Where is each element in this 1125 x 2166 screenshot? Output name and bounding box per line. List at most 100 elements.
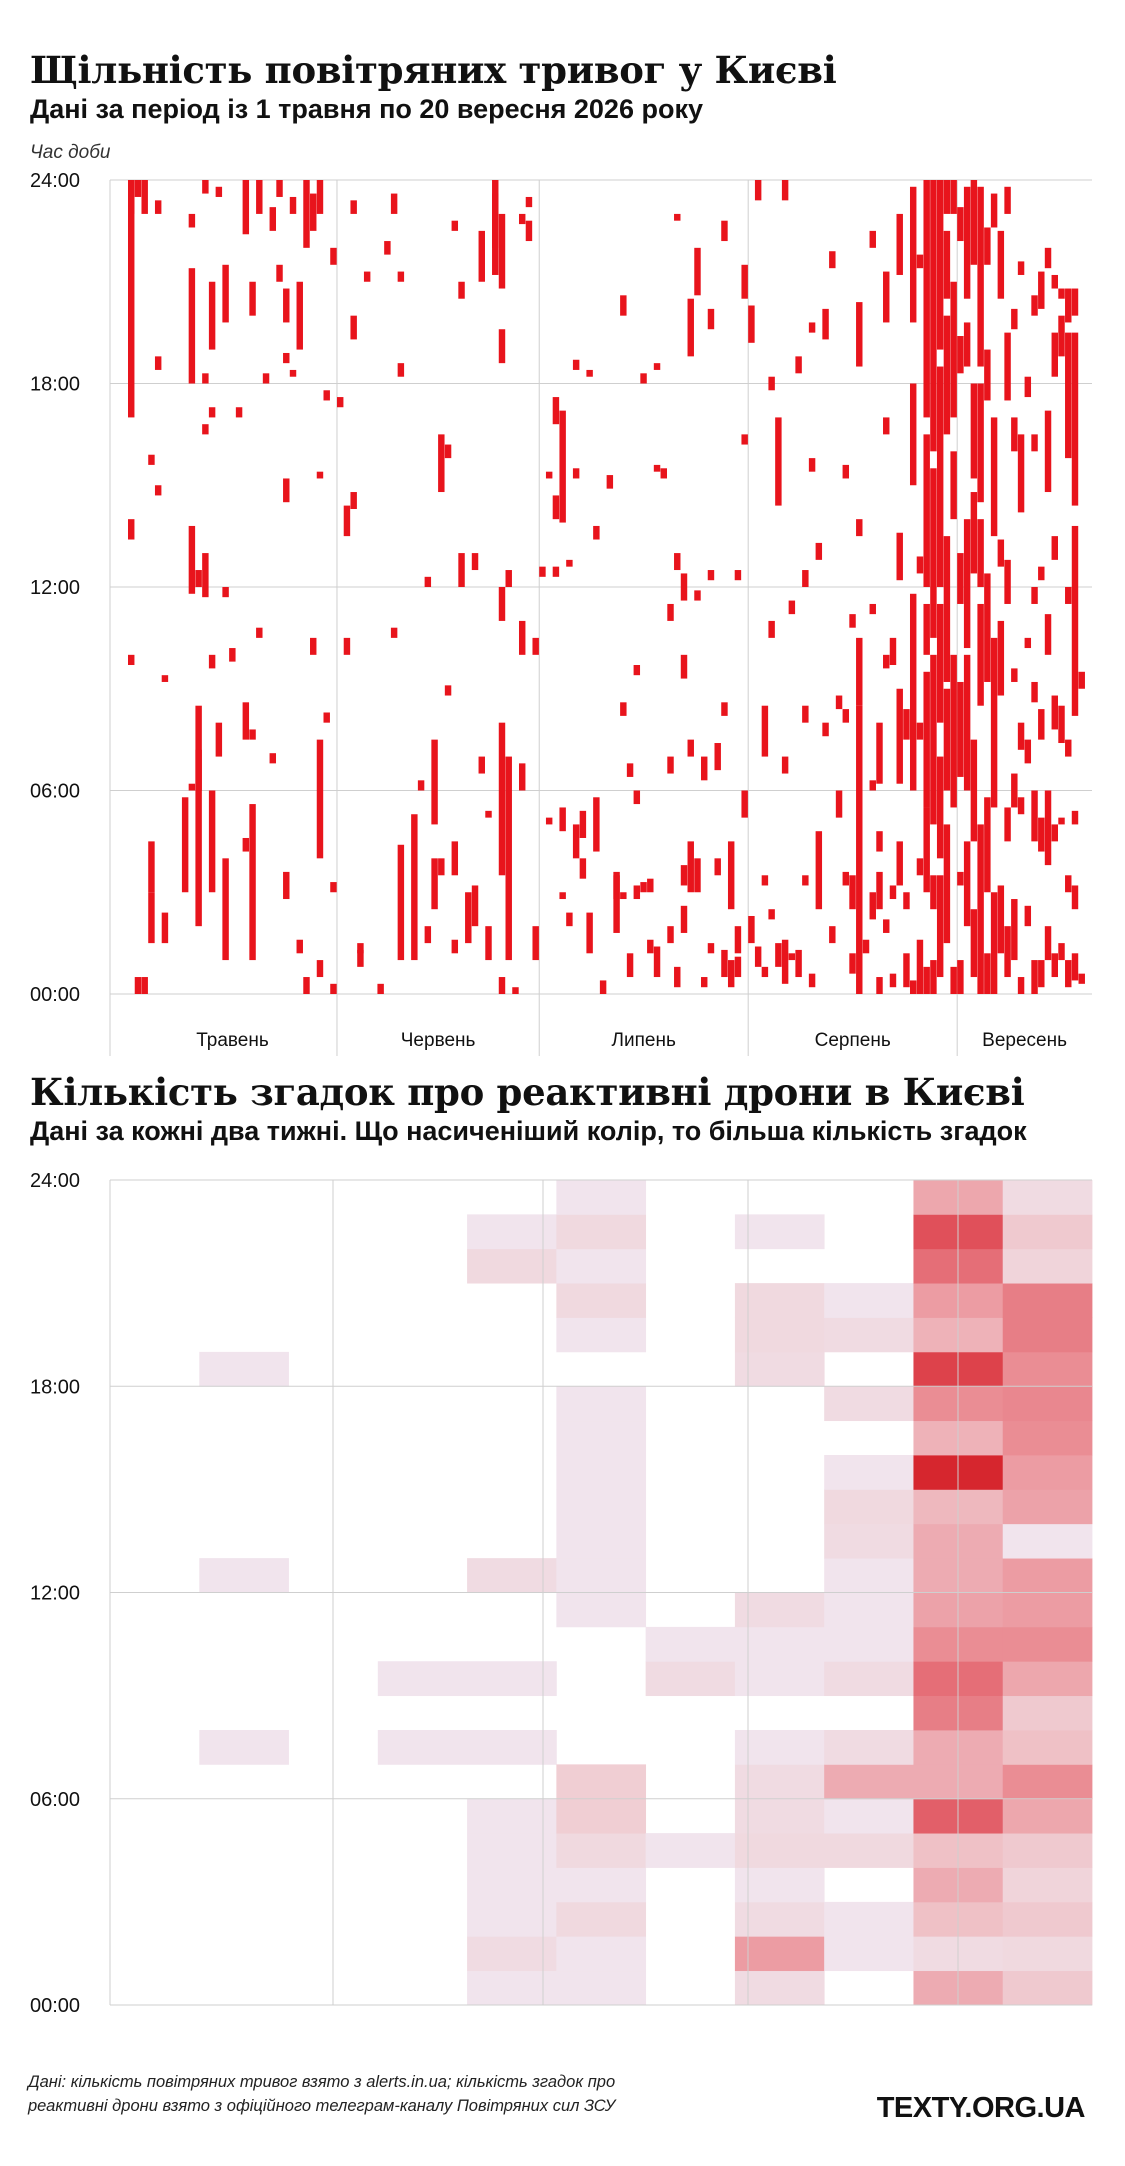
alert-mark — [936, 756, 944, 859]
alert-mark — [276, 264, 283, 282]
alert-mark — [768, 376, 775, 391]
alert-mark — [802, 570, 809, 587]
alert-mark — [235, 407, 243, 418]
alert-mark — [215, 722, 223, 757]
alert-mark — [687, 841, 694, 893]
alert-mark — [1078, 973, 1085, 984]
alert-mark — [1004, 926, 1011, 978]
drone-cell — [556, 1386, 647, 1422]
alert-mark — [876, 977, 883, 994]
alert-mark — [957, 960, 964, 994]
alert-mark — [997, 620, 1005, 696]
alert-mark — [161, 675, 169, 682]
alert-mark — [397, 363, 405, 377]
alert-mark — [707, 943, 715, 954]
source-note: Дані: кількість повітряних тривог взято … — [28, 2073, 616, 2115]
alert-mark — [734, 570, 742, 581]
drone-cell — [556, 1248, 647, 1284]
alert-mark — [957, 871, 964, 886]
alert-mark — [990, 417, 998, 537]
alert-mark — [1051, 824, 1058, 842]
alert-mark — [963, 322, 971, 367]
alert-mark — [727, 841, 735, 910]
alert-mark — [687, 739, 694, 757]
alert-mark — [539, 566, 546, 577]
drone-cell — [734, 1592, 825, 1628]
alert-mark — [674, 553, 681, 571]
alert-mark — [208, 281, 216, 350]
drone-cell — [1002, 1523, 1093, 1559]
alert-mark — [721, 949, 728, 978]
alert-mark — [876, 722, 883, 784]
alert-mark — [532, 637, 539, 655]
alert-mark — [883, 654, 890, 669]
alert-mark — [1051, 536, 1058, 560]
alert-mark — [620, 295, 627, 316]
alert-mark — [862, 939, 870, 954]
alert-mark — [761, 705, 769, 757]
alert-mark — [916, 939, 924, 994]
alert-mark — [1024, 376, 1032, 398]
drone-cell — [467, 1558, 557, 1593]
drone-cell — [734, 1867, 825, 1903]
alert-mark — [667, 603, 674, 621]
alert-mark — [869, 230, 876, 248]
alert-mark — [849, 614, 856, 628]
alert-mark — [1031, 434, 1038, 452]
alert-mark — [856, 302, 863, 367]
drone-cell — [467, 1214, 557, 1250]
alert-mark — [930, 654, 937, 825]
drones-chart-title: Кількість згадок про реактивні дрони в К… — [30, 1070, 1025, 1114]
alert-mark — [990, 637, 998, 808]
alert-mark — [303, 180, 310, 248]
drone-cell — [824, 1661, 914, 1697]
drone-cell — [556, 1833, 647, 1868]
alert-mark — [1017, 722, 1025, 750]
drone-cell — [824, 1764, 914, 1800]
alert-mark — [714, 858, 721, 876]
alert-mark — [768, 620, 775, 638]
alert-mark — [923, 807, 930, 893]
alert-mark — [545, 817, 553, 825]
drones-y-tick-label: 24:00 — [30, 1170, 80, 1192]
alert-mark — [202, 424, 209, 435]
alert-mark — [498, 329, 506, 364]
alert-mark — [849, 953, 856, 974]
alert-mark — [613, 875, 620, 933]
alert-mark — [572, 824, 580, 859]
alert-mark — [296, 281, 303, 350]
alert-mark — [936, 180, 944, 350]
alert-mark — [1004, 559, 1011, 604]
drone-cell — [824, 1592, 914, 1628]
alert-mark — [195, 705, 202, 927]
alert-mark — [1038, 709, 1045, 740]
drone-cell — [645, 1626, 736, 1662]
alert-mark — [397, 271, 405, 282]
alert-mark — [532, 926, 539, 961]
alert-mark — [1038, 566, 1045, 581]
alert-mark — [909, 383, 917, 486]
alert-mark — [977, 519, 984, 587]
alert-mark — [808, 973, 816, 988]
brand-logo[interactable]: TEXTY.ORG.UA — [876, 2092, 1086, 2124]
drone-cell — [467, 1798, 557, 1834]
alert-mark — [707, 570, 715, 581]
alert-mark — [1011, 308, 1018, 330]
alert-mark — [781, 180, 789, 201]
drone-cell — [734, 1936, 825, 1972]
alert-mark — [781, 939, 789, 984]
alert-mark — [154, 356, 162, 370]
alert-mark — [889, 973, 897, 988]
alert-mark — [856, 519, 863, 537]
drone-cell — [377, 1661, 468, 1697]
alert-mark — [984, 797, 991, 893]
alert-mark — [357, 943, 364, 954]
alert-mark — [1038, 271, 1045, 309]
alert-mark — [222, 264, 229, 323]
alert-mark — [323, 712, 330, 723]
alert-mark — [674, 966, 681, 988]
alert-mark — [572, 359, 580, 370]
alert-mark — [775, 417, 782, 506]
alert-mark — [930, 468, 937, 638]
drone-cell — [556, 1455, 647, 1490]
